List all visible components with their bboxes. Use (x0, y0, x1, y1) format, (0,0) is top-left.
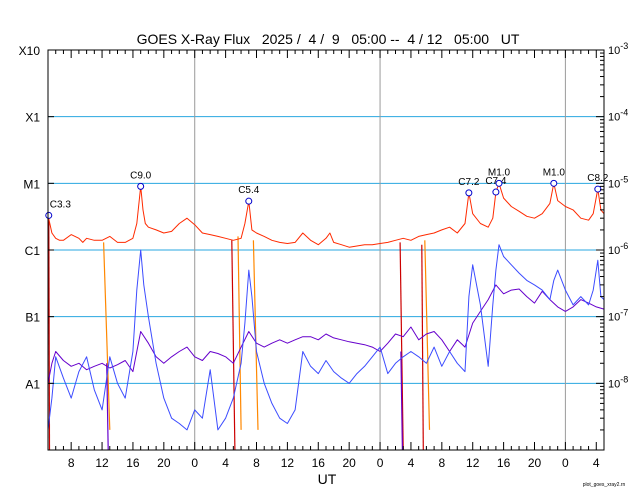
x-tick-label: 20 (528, 456, 542, 470)
flare-label: M1.0 (488, 167, 511, 178)
y-tick-label-right-exponent: -8 (620, 374, 628, 384)
y-tick-label-right-base: 10 (608, 312, 620, 324)
dropout-spike (48, 218, 51, 451)
dropout-spike (424, 240, 431, 430)
y-tick-label-right-base: 10 (608, 245, 620, 257)
y-tick-label-right: 10-5 (608, 174, 628, 190)
flare-label: C5.4 (238, 185, 260, 196)
flare-marker (45, 211, 53, 219)
flare-marker (245, 197, 253, 205)
x-tick-label: 12 (95, 456, 109, 470)
x-tick-label: 8 (253, 456, 260, 470)
dropout-spike (400, 351, 403, 451)
y-tick-label-right-base: 10 (608, 378, 620, 390)
y-tick-label-right-exponent: -3 (620, 41, 628, 51)
flare-label: M1.0 (543, 167, 566, 178)
dropout-spike (252, 240, 259, 430)
y-tick-label-right: 10-3 (608, 41, 628, 57)
x-tick-label: 0 (191, 456, 198, 470)
dropout-spike (237, 236, 242, 430)
x-tick-label: 20 (157, 456, 171, 470)
chart-title: GOES X-Ray Flux 2025 / 4 / 9 05:00 -- 4 … (137, 31, 520, 47)
flare-label: C7.2 (458, 177, 480, 188)
flare-markers-layer: C3.3C9.0C5.4C7.2 C7.4M1.0 M1.0C8.2 (45, 167, 609, 219)
y-tick-label-right-base: 10 (608, 178, 620, 190)
y-tick-label-right: 10-8 (608, 374, 628, 390)
x-tick-label: 4 (593, 456, 600, 470)
x-tick-label: 4 (408, 456, 415, 470)
flare-marker (465, 189, 473, 197)
flux-series-line-1 (47, 284, 605, 384)
y-tick-label-left: X10 (19, 44, 41, 58)
flare-marker (594, 185, 602, 193)
dropout-spike (103, 242, 111, 430)
y-tick-label-right: 10-4 (608, 108, 628, 124)
y-tick-label-left: M1 (23, 177, 40, 191)
flare-marker (550, 179, 558, 187)
y-tick-label-left: B1 (25, 311, 40, 325)
plot-credit: plot_goes_xray2.rn (583, 482, 626, 488)
x-tick-label: 16 (126, 456, 140, 470)
flare-label: C9.0 (130, 170, 152, 181)
x-tick-label: 4 (222, 456, 229, 470)
x-tick-label: 16 (497, 456, 511, 470)
x-tick-label: 16 (312, 456, 326, 470)
flare-label: C8.2 (587, 173, 609, 184)
y-tick-label-right-exponent: -5 (620, 174, 628, 184)
flare-marker (492, 188, 500, 196)
series-layer (47, 182, 605, 451)
flare-marker (495, 179, 503, 187)
x-tick-label: 0 (562, 456, 569, 470)
y-tick-label-right: 10-6 (608, 241, 628, 257)
y-tick-label-right-exponent: -4 (620, 108, 628, 118)
x-tick-label: 8 (68, 456, 75, 470)
dropout-spike (231, 240, 236, 451)
y-tick-label-left: X1 (25, 111, 40, 125)
x-tick-label: 20 (342, 456, 356, 470)
y-tick-label-right-base: 10 (608, 45, 620, 57)
y-tick-label-right-exponent: -6 (620, 241, 628, 251)
y-tick-label-left: C1 (25, 244, 41, 258)
dropout-spike (399, 242, 404, 451)
y-tick-label-right-base: 10 (608, 112, 620, 124)
flare-label: C3.3 (50, 199, 72, 210)
y-tick-label-left: A1 (25, 377, 40, 391)
x-tick-label: 8 (438, 456, 445, 470)
dropout-spike (421, 244, 424, 451)
y-tick-label-right: 10-7 (608, 308, 628, 324)
x-tick-label: 12 (281, 456, 295, 470)
y-tick-label-right-exponent: -7 (620, 308, 628, 318)
x-tick-label: 0 (377, 456, 384, 470)
flux-series-line-0 (47, 182, 605, 248)
flare-marker (137, 182, 145, 190)
flux-series-line-2 (47, 244, 605, 431)
x-axis-label: UT (318, 471, 337, 487)
x-tick-label: 12 (466, 456, 480, 470)
